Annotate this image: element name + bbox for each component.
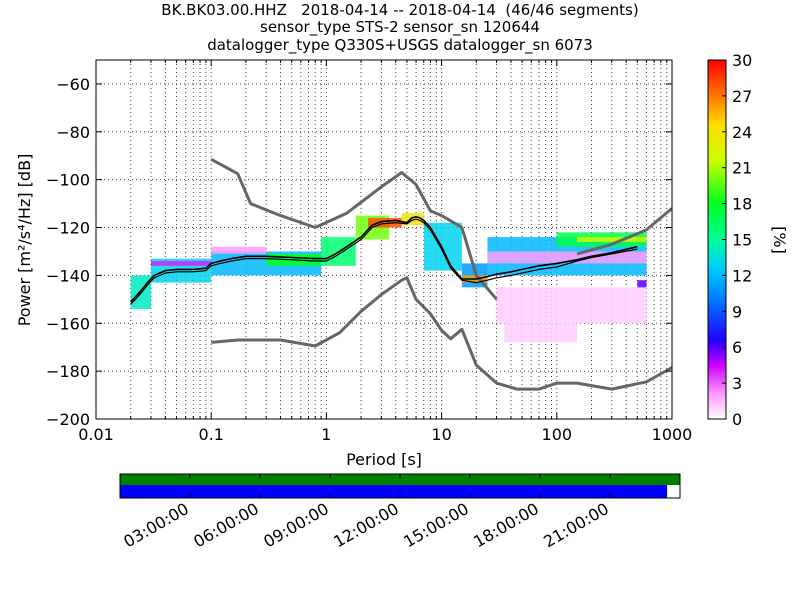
timeline-tick-label: 09:00:00 (260, 499, 332, 551)
timeline-tick-label: 03:00:00 (120, 499, 192, 551)
timeline-tick-label: 15:00:00 (400, 499, 472, 551)
colorbar-tick-label: 6 (732, 338, 742, 357)
colorbar-tick-label: 18 (732, 195, 752, 214)
mean-curve-line (130, 218, 638, 305)
plot-frame (95, 59, 673, 420)
colorbar-tick-label: 9 (732, 302, 742, 321)
density-cell (130, 275, 151, 309)
colorbar-tick-label: 3 (732, 374, 742, 393)
colorbar-tick-label: 0 (732, 410, 742, 429)
chart-title-line-3: datalogger_type Q330S+USGS datalogger_sn… (207, 36, 593, 54)
y-axis-label: Power [m²/s⁴/Hz] [dB] (15, 154, 34, 327)
y-tick-label: −100 (46, 171, 90, 190)
new-low-noise-model-line (211, 276, 673, 391)
density-cell (637, 280, 647, 288)
density-cell (423, 222, 462, 271)
colorbar-tick-label: 12 (732, 266, 752, 285)
y-tick-label: −140 (46, 266, 90, 285)
x-tick-label: 1 (321, 425, 331, 444)
new-high-noise-model-tail-line (576, 207, 673, 256)
colorbar-tick-label: 15 (732, 231, 752, 250)
density-cell (496, 287, 647, 324)
timeline-tick-label: 21:00:00 (540, 499, 612, 551)
x-tick-label: 1000 (652, 425, 693, 444)
colorbar-tick-label: 24 (732, 123, 752, 142)
chart-title-line-1: BK.BK03.00.HHZ 2018-04-14 -- 2018-04-14 … (161, 1, 639, 19)
density-cell (211, 246, 267, 254)
timeline-tick-label: 18:00:00 (470, 499, 542, 551)
y-tick-label: −160 (46, 314, 90, 333)
density-cell (487, 251, 647, 264)
statistic-curves (130, 216, 638, 305)
colorbar-tick-label: 21 (732, 159, 752, 178)
mode-curve-line (130, 216, 638, 303)
colorbar-tick-label: 30 (732, 51, 752, 70)
y-tick-label: −200 (46, 410, 90, 429)
colorbar-label: [%] (770, 226, 789, 254)
timeline-tick-label: 12:00:00 (330, 499, 402, 551)
density-cloud (130, 213, 647, 343)
x-axis-label: Period [s] (346, 450, 422, 469)
timeline-tick-label: 06:00:00 (190, 499, 262, 551)
density-cell (368, 217, 402, 228)
data-coverage-timeline: 03:00:0006:00:0009:00:0012:00:0015:00:00… (119, 473, 681, 551)
axes: 0.01 0.1 1 10 100 1000 −200 −180 −160 −140 −120 −10… (46, 60, 692, 444)
colorbar-ticks: 0 3 6 9 12 15 18 21 24 27 30 (722, 51, 752, 429)
x-tick-label: 0.01 (78, 425, 114, 444)
x-tick-label: 100 (542, 425, 573, 444)
density-cell (150, 261, 212, 266)
colorbar-tick-label: 27 (732, 87, 752, 106)
y-tick-label: −80 (56, 123, 90, 142)
timeline-coverage-bar-blue (120, 485, 668, 498)
timeline-coverage-bar-green (120, 474, 680, 485)
y-tick-label: −180 (46, 362, 90, 381)
density-cell (401, 213, 424, 226)
density-cell (577, 237, 647, 242)
new-high-noise-model-line (210, 157, 498, 301)
x-tick-label: 0.1 (198, 425, 223, 444)
y-tick-label: −120 (46, 219, 90, 238)
y-tick-label: −60 (56, 75, 90, 94)
noise-models (210, 157, 673, 391)
density-cell (504, 323, 578, 343)
x-tick-label: 10 (431, 425, 451, 444)
chart-title-line-2: sensor_type STS-2 sensor_sn 120644 (260, 18, 540, 36)
